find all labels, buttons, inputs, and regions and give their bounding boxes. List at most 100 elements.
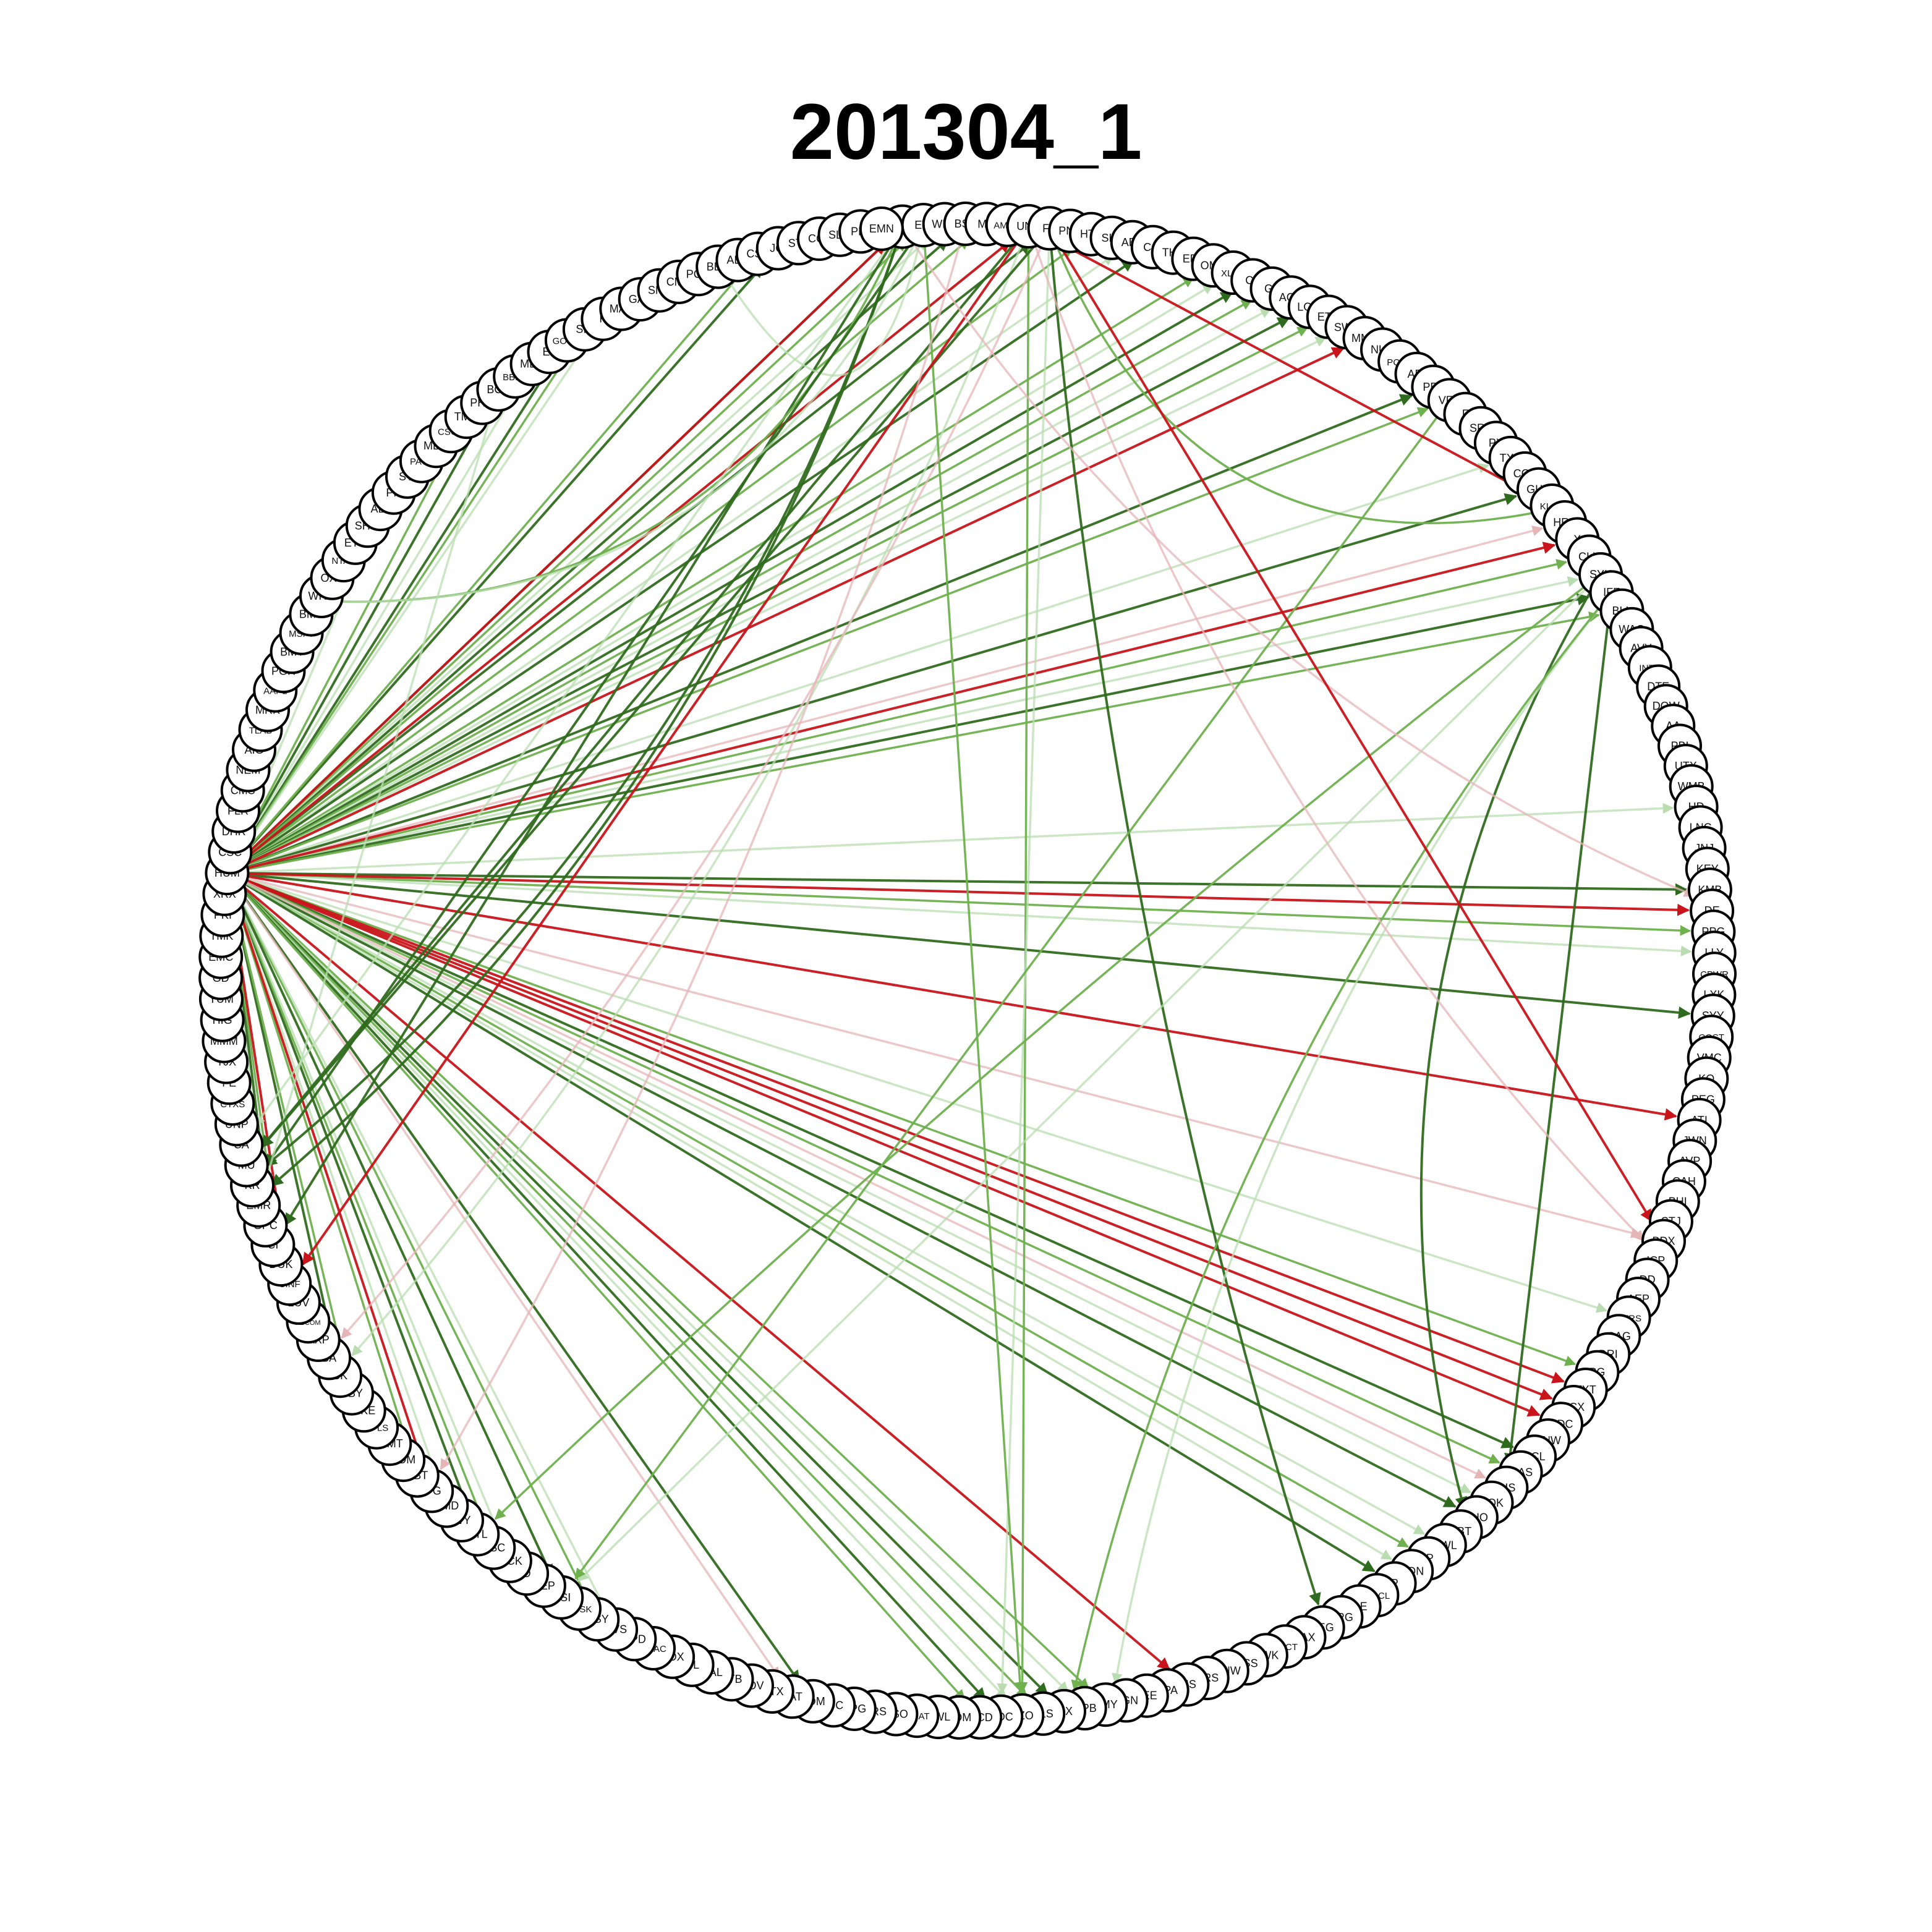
edge (226, 872, 606, 1610)
edge (1048, 228, 1546, 524)
edge (226, 240, 908, 874)
edge (1112, 592, 1612, 1685)
edge (1048, 228, 1653, 1222)
edge (226, 872, 1472, 1494)
edge (226, 255, 1115, 874)
edge (226, 407, 1429, 874)
edge (226, 526, 1544, 874)
edge (351, 226, 1030, 1356)
edge (494, 573, 1602, 1520)
edge (226, 872, 487, 1527)
edge (226, 872, 1553, 1400)
edge (226, 271, 744, 874)
edge (720, 224, 925, 377)
edge (302, 225, 1030, 1266)
edge (226, 317, 1290, 874)
edge (226, 265, 764, 874)
edge (226, 383, 521, 874)
edge (226, 872, 1541, 1417)
edge (997, 228, 1051, 1695)
edge (330, 224, 925, 608)
edge (1048, 228, 1321, 1606)
edge (227, 559, 1568, 874)
edge (227, 872, 1678, 1121)
edge (226, 872, 553, 1578)
edge (226, 299, 1253, 874)
edge (226, 872, 503, 1541)
edge (1504, 592, 1613, 1466)
edge (226, 291, 1234, 874)
edge (1028, 225, 1533, 496)
edge (226, 493, 1518, 875)
edge (226, 872, 441, 1485)
edge (226, 872, 1409, 1548)
edge (227, 611, 1600, 874)
node-layer: NOCEWWFCBSXMOAMGNUNHFBPNCHTVSLBAESCCITHA… (198, 202, 1737, 1740)
edge (226, 872, 1393, 1560)
edge (226, 463, 1490, 874)
edge (226, 359, 556, 874)
edge-layer (221, 221, 1695, 1701)
edge (226, 872, 1426, 1535)
edge (226, 259, 1135, 874)
edge (227, 872, 1692, 936)
edge (265, 224, 925, 1167)
edge (922, 224, 1026, 1693)
edge (226, 347, 1345, 874)
edge (264, 226, 904, 1167)
edge (226, 872, 339, 1355)
edge (574, 399, 1451, 1580)
edge (226, 276, 1194, 874)
edge (227, 872, 1688, 896)
edge (226, 242, 1032, 874)
node-circle (859, 206, 904, 251)
edge (226, 872, 1642, 1238)
edge (226, 872, 1500, 1464)
edge (1071, 592, 1612, 1692)
edge (270, 226, 904, 1187)
edge (227, 872, 1690, 916)
edge (901, 226, 1695, 897)
edge (226, 872, 1376, 1573)
edge (226, 872, 1486, 1479)
edge (226, 872, 588, 1599)
graph-title: 201304_1 (789, 88, 1143, 176)
edge (226, 872, 413, 1455)
edge (1419, 574, 1602, 1510)
edge (226, 238, 949, 874)
edge (1028, 226, 1645, 1241)
edge (226, 872, 966, 1701)
edge (254, 226, 904, 1127)
edge (226, 872, 801, 1683)
edge (226, 239, 928, 874)
node: EMN (859, 206, 904, 251)
edge (226, 872, 1089, 1690)
node-label: EMN (869, 223, 894, 235)
edge (226, 872, 1028, 1698)
edge (226, 872, 1049, 1696)
edge (227, 802, 1674, 874)
edge (226, 336, 1327, 874)
edge (440, 223, 967, 1470)
edge (227, 576, 1579, 874)
edge (226, 394, 1413, 874)
edge (226, 872, 1007, 1700)
edge (226, 542, 1556, 875)
edge (226, 872, 349, 1372)
edge (226, 347, 573, 874)
edge (226, 872, 1069, 1693)
edge (226, 242, 887, 874)
edge (226, 283, 1214, 874)
edge (226, 872, 780, 1679)
edge (226, 337, 591, 874)
edge (330, 226, 904, 607)
edge (226, 409, 488, 874)
edge (227, 593, 1590, 875)
edge (226, 436, 457, 874)
edge (226, 872, 471, 1513)
edge (226, 872, 1457, 1508)
edge (227, 872, 1692, 956)
edge (341, 228, 1051, 1339)
edge (260, 225, 1030, 1148)
edge (226, 872, 427, 1470)
